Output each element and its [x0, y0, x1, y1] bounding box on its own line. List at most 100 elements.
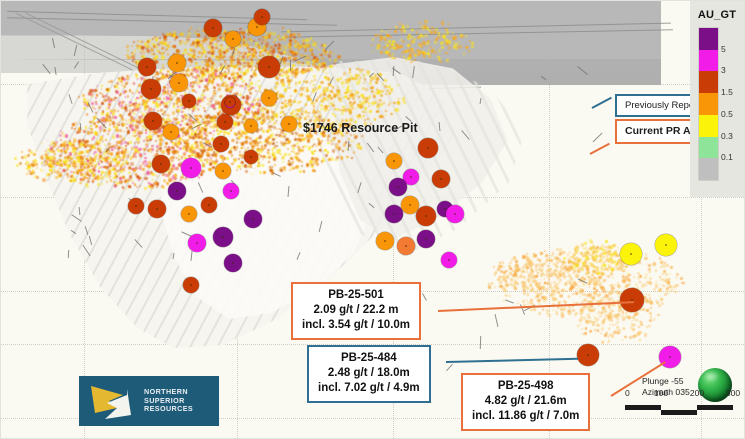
- assay-point: [196, 132, 200, 136]
- assay-point: [41, 162, 43, 164]
- assay-point: [607, 274, 611, 278]
- assay-point: [199, 154, 203, 158]
- assay-point: [243, 61, 246, 65]
- assay-point: [224, 88, 229, 92]
- assay-point: [225, 49, 229, 53]
- assay-point: [541, 308, 545, 311]
- assay-point: [161, 123, 165, 127]
- assay-point: [159, 98, 162, 101]
- assay-point: [204, 77, 208, 81]
- assay-point: [384, 30, 387, 33]
- assay-point: [558, 273, 563, 277]
- assay-point: [203, 69, 206, 72]
- assay-point: [217, 75, 220, 78]
- assay-point: [245, 29, 250, 33]
- assay-point: [155, 46, 159, 50]
- assay-point: [157, 134, 161, 138]
- assay-point: [206, 59, 210, 64]
- assay-point: [396, 44, 399, 47]
- assay-point: [129, 117, 133, 121]
- assay-point: [138, 44, 142, 48]
- assay-point: [92, 168, 97, 173]
- assay-point: [186, 87, 189, 90]
- assay-point: [128, 179, 131, 182]
- assay-point: [181, 116, 185, 120]
- assay-point: [121, 147, 123, 150]
- grid-line-horizontal-4: [1, 418, 744, 419]
- assay-point: [303, 48, 307, 53]
- assay-point: [264, 35, 268, 40]
- assay-point: [104, 119, 108, 122]
- assay-point: [275, 54, 280, 59]
- assay-point: [308, 81, 311, 84]
- assay-point: [580, 307, 582, 310]
- assay-point: [499, 284, 503, 289]
- assay-point: [556, 306, 559, 310]
- assay-point: [39, 155, 43, 160]
- assay-point: [587, 275, 590, 278]
- assay-point: [210, 37, 215, 42]
- assay-point: [198, 148, 201, 151]
- assay-point: [242, 96, 245, 99]
- assay-point: [237, 115, 242, 119]
- assay-point: [301, 63, 304, 67]
- assay-point: [556, 286, 559, 290]
- assay-point: [127, 165, 131, 169]
- assay-point: [172, 175, 176, 179]
- assay-point: [448, 22, 450, 25]
- assay-point: [205, 55, 208, 58]
- assay-point: [119, 152, 122, 155]
- assay-point: [304, 44, 307, 48]
- assay-point: [261, 163, 265, 167]
- assay-point: [302, 39, 305, 43]
- assay-point: [123, 148, 126, 151]
- assay-point: [226, 30, 228, 33]
- assay-point: [91, 102, 94, 105]
- assay-point: [141, 160, 146, 165]
- assay-point: [146, 138, 150, 142]
- assay-point: [198, 43, 201, 46]
- assay-point: [163, 181, 166, 184]
- assay-point: [299, 170, 302, 173]
- assay-point: [170, 95, 172, 98]
- assay-point: [236, 58, 241, 62]
- assay-point: [278, 38, 282, 41]
- assay-point: [297, 32, 300, 36]
- assay-point: [581, 293, 583, 295]
- assay-point: [212, 63, 216, 67]
- assay-point: [318, 54, 321, 57]
- assay-point: [124, 187, 127, 190]
- assay-point: [191, 146, 195, 150]
- assay-point: [135, 186, 138, 189]
- assay-point: [172, 167, 174, 170]
- assay-point: [135, 124, 137, 126]
- assay-point: [371, 101, 375, 106]
- assay-point: [258, 88, 261, 91]
- assay-point: [600, 311, 603, 315]
- assay-point: [371, 86, 374, 89]
- assay-point: [177, 164, 181, 168]
- assay-point: [305, 163, 310, 167]
- assay-point: [656, 300, 660, 304]
- assay-point: [137, 150, 140, 153]
- assay-point: [328, 59, 332, 62]
- assay-point: [440, 42, 443, 45]
- assay-point: [662, 264, 666, 268]
- assay-point: [233, 61, 236, 64]
- assay-point: [192, 80, 196, 84]
- assay-point: [147, 161, 152, 165]
- assay-point: [261, 106, 264, 109]
- assay-point: [187, 53, 190, 56]
- assay-point: [321, 44, 325, 48]
- assay-point: [524, 285, 528, 289]
- assay-point: [202, 148, 207, 152]
- assay-point: [98, 138, 101, 141]
- assay-point: [253, 47, 256, 50]
- assay-point: [233, 64, 237, 69]
- assay-point: [197, 154, 200, 157]
- assay-point: [122, 100, 125, 104]
- assay-point: [158, 129, 162, 133]
- assay-point: [214, 46, 218, 50]
- assay-point: [141, 167, 145, 171]
- assay-point: [108, 119, 112, 123]
